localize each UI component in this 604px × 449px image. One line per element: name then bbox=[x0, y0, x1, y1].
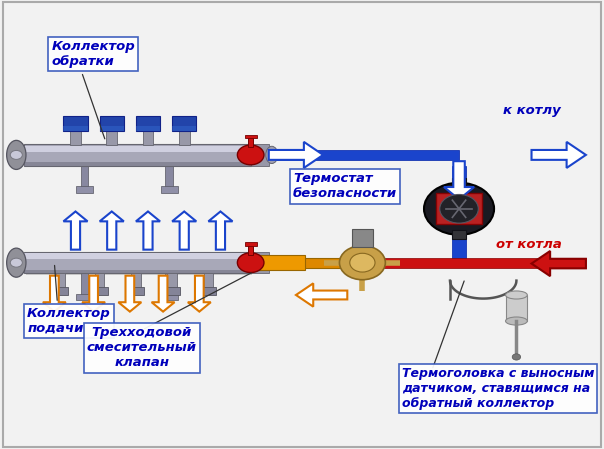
Polygon shape bbox=[269, 142, 323, 168]
Text: от котла: от котла bbox=[495, 238, 562, 251]
Bar bbox=[100, 116, 124, 131]
Bar bbox=[251, 150, 459, 160]
Polygon shape bbox=[63, 211, 88, 250]
Bar bbox=[164, 287, 180, 295]
Bar bbox=[63, 116, 88, 131]
Circle shape bbox=[424, 183, 494, 235]
Bar bbox=[128, 287, 144, 295]
Bar bbox=[245, 242, 257, 246]
Circle shape bbox=[237, 145, 264, 165]
Bar bbox=[24, 144, 251, 166]
Bar bbox=[506, 295, 527, 321]
Bar bbox=[143, 128, 153, 145]
Circle shape bbox=[237, 253, 264, 273]
Bar bbox=[165, 273, 173, 298]
Bar bbox=[452, 178, 466, 187]
Bar bbox=[452, 230, 466, 239]
Bar bbox=[92, 287, 108, 295]
Bar bbox=[251, 144, 269, 166]
Polygon shape bbox=[532, 142, 586, 168]
Bar bbox=[179, 128, 190, 145]
Circle shape bbox=[512, 354, 521, 360]
Bar bbox=[95, 273, 104, 288]
Bar bbox=[24, 269, 251, 273]
Bar bbox=[172, 116, 196, 131]
Bar bbox=[172, 126, 196, 131]
Ellipse shape bbox=[7, 248, 26, 277]
Polygon shape bbox=[532, 251, 586, 276]
Bar bbox=[24, 162, 251, 166]
Bar bbox=[201, 287, 216, 295]
Polygon shape bbox=[208, 211, 233, 250]
Bar bbox=[56, 273, 65, 288]
Bar bbox=[100, 126, 124, 131]
Bar bbox=[436, 193, 482, 224]
Bar bbox=[452, 166, 466, 263]
Bar bbox=[248, 137, 253, 147]
Bar bbox=[26, 144, 252, 167]
Bar bbox=[204, 273, 213, 288]
Ellipse shape bbox=[506, 317, 527, 325]
Bar bbox=[26, 252, 252, 275]
Circle shape bbox=[440, 194, 478, 223]
Ellipse shape bbox=[266, 146, 278, 163]
Circle shape bbox=[10, 150, 22, 159]
Bar bbox=[136, 126, 160, 131]
Bar bbox=[76, 294, 93, 300]
Bar bbox=[81, 273, 88, 298]
Polygon shape bbox=[43, 276, 66, 312]
Bar bbox=[161, 186, 178, 193]
Bar bbox=[53, 287, 68, 295]
Ellipse shape bbox=[506, 291, 527, 299]
Polygon shape bbox=[296, 283, 347, 307]
Ellipse shape bbox=[7, 141, 26, 169]
Polygon shape bbox=[100, 211, 124, 250]
Text: Коллектор
подачи: Коллектор подачи bbox=[27, 307, 111, 335]
Text: к котлу: к котлу bbox=[503, 104, 561, 116]
Bar bbox=[254, 258, 347, 268]
Polygon shape bbox=[82, 276, 105, 312]
Text: Коллектор
обратки: Коллектор обратки bbox=[51, 40, 135, 68]
Bar bbox=[131, 273, 141, 288]
Bar bbox=[24, 253, 251, 260]
Bar bbox=[81, 166, 88, 190]
Bar bbox=[362, 258, 586, 268]
Bar bbox=[167, 273, 177, 288]
Bar bbox=[352, 229, 373, 247]
Text: Термостат
безопасности: Термостат безопасности bbox=[293, 172, 397, 200]
Polygon shape bbox=[136, 211, 160, 250]
Polygon shape bbox=[118, 276, 141, 312]
Bar bbox=[70, 128, 81, 145]
Bar bbox=[136, 116, 160, 131]
Bar bbox=[251, 252, 269, 273]
Bar bbox=[63, 126, 88, 131]
Bar bbox=[161, 294, 178, 300]
Circle shape bbox=[350, 253, 375, 272]
Bar bbox=[24, 252, 251, 273]
Circle shape bbox=[339, 246, 385, 280]
Text: Термоголовка с выносным
датчиком, ставящимся на
обратный коллектор: Термоголовка с выносным датчиком, ставящ… bbox=[402, 367, 594, 410]
Polygon shape bbox=[152, 276, 175, 312]
Bar bbox=[245, 135, 257, 138]
Polygon shape bbox=[444, 161, 474, 199]
Bar bbox=[165, 166, 173, 190]
Bar bbox=[248, 245, 253, 255]
Polygon shape bbox=[172, 211, 196, 250]
Bar bbox=[254, 255, 305, 270]
Bar bbox=[106, 128, 117, 145]
Circle shape bbox=[10, 258, 22, 267]
Text: Трехходовой
смесительный
клапан: Трехходовой смесительный клапан bbox=[87, 326, 197, 370]
Bar bbox=[24, 145, 251, 152]
Bar bbox=[76, 186, 93, 193]
Polygon shape bbox=[188, 276, 211, 312]
